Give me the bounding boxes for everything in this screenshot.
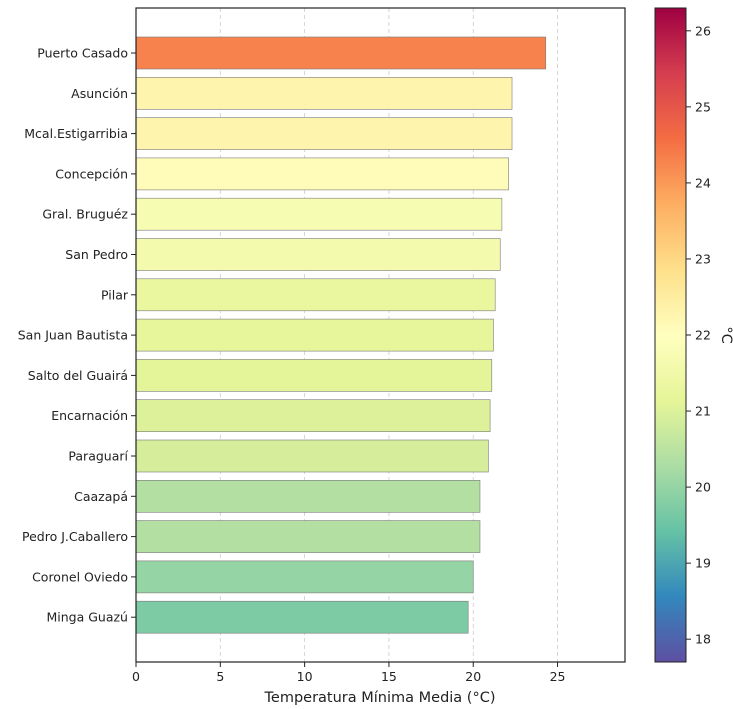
colorbar-tick-label: 21 <box>695 404 711 419</box>
bar <box>135 157 509 191</box>
x-axis-label: Temperatura Mínima Media (°C) <box>264 690 496 706</box>
colorbar-label: °C <box>718 326 733 343</box>
colorbar-tick-label: 18 <box>695 632 711 647</box>
x-tick-label: 5 <box>216 669 224 684</box>
y-tick-label: Caazapá <box>74 489 128 504</box>
y-tick-label: Encarnación <box>51 408 128 423</box>
colorbar <box>654 7 687 663</box>
x-tick-label: 0 <box>132 669 140 684</box>
bar <box>135 439 489 473</box>
x-axis-ticks: 0 5 10 15 20 25 <box>132 662 566 684</box>
x-tick-label: 25 <box>550 669 566 684</box>
colorbar-tick-label: 23 <box>695 251 711 266</box>
y-tick-label: Puerto Casado <box>37 46 128 61</box>
x-tick-label: 10 <box>297 669 313 684</box>
colorbar-ticks: 18 19 20 21 22 23 24 25 26 <box>686 23 711 647</box>
colorbar-tick-label: 26 <box>695 23 711 38</box>
y-tick-label: Coronel Oviedo <box>32 569 128 584</box>
y-tick-label: San Pedro <box>65 247 128 262</box>
y-tick-label: Salto del Guairá <box>28 368 128 383</box>
y-tick-label: Concepción <box>55 166 128 181</box>
y-tick-label: Pilar <box>101 287 129 302</box>
x-tick-label: 15 <box>381 669 397 684</box>
bar <box>135 399 491 433</box>
y-tick-label: Asunción <box>71 86 128 101</box>
bar <box>135 117 513 150</box>
colorbar-tick-label: 20 <box>695 480 711 495</box>
y-axis-ticks: Puerto Casado Asunción Mcal.Estigarribia Co… <box>18 46 136 625</box>
bar <box>135 520 481 553</box>
bar <box>135 238 501 271</box>
y-tick-label: Mcal.Estigarribia <box>24 126 128 141</box>
colorbar-tick-label: 24 <box>695 175 711 190</box>
bar <box>135 479 481 513</box>
y-tick-label: Paraguarí <box>68 449 128 464</box>
y-tick-label: San Juan Bautista <box>18 328 128 343</box>
y-tick-label: Minga Guazú <box>46 610 128 625</box>
bar <box>135 278 496 312</box>
colorbar-tick-label: 19 <box>695 556 711 571</box>
bar <box>135 600 469 634</box>
bar <box>135 560 474 594</box>
bar <box>135 36 547 70</box>
colorbar-tick-label: 22 <box>695 328 711 343</box>
colorbar-tick-label: 25 <box>695 99 711 114</box>
bars <box>135 36 547 634</box>
y-tick-label: Pedro J.Caballero <box>22 529 128 544</box>
bar <box>135 318 494 352</box>
bar <box>135 359 493 392</box>
grid-lines <box>219 8 558 662</box>
bar <box>135 197 503 231</box>
x-tick-label: 20 <box>465 669 481 684</box>
y-tick-label: Gral. Bruguéz <box>42 207 128 222</box>
bar <box>135 77 513 110</box>
